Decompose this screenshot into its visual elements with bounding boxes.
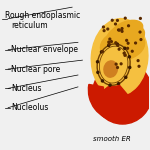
Text: reticulum: reticulum — [11, 21, 48, 30]
Circle shape — [137, 60, 139, 61]
Circle shape — [102, 51, 103, 52]
Circle shape — [109, 38, 111, 40]
Circle shape — [97, 71, 99, 73]
Circle shape — [108, 44, 110, 46]
Circle shape — [103, 26, 104, 28]
Circle shape — [103, 30, 105, 32]
Circle shape — [111, 41, 112, 42]
Circle shape — [108, 41, 110, 43]
Circle shape — [118, 48, 120, 50]
Circle shape — [127, 42, 129, 44]
Circle shape — [138, 65, 140, 67]
Ellipse shape — [111, 20, 143, 40]
Circle shape — [116, 43, 118, 45]
Circle shape — [139, 31, 141, 33]
Circle shape — [96, 61, 99, 63]
Circle shape — [125, 76, 127, 78]
Ellipse shape — [104, 61, 117, 77]
Wedge shape — [88, 84, 150, 121]
Circle shape — [107, 28, 109, 30]
Circle shape — [115, 23, 116, 25]
Circle shape — [127, 47, 129, 49]
Text: Nucleus: Nucleus — [11, 84, 42, 93]
Ellipse shape — [97, 44, 130, 85]
Circle shape — [117, 83, 120, 85]
Circle shape — [120, 63, 122, 65]
Circle shape — [100, 51, 103, 53]
Circle shape — [140, 39, 142, 41]
Circle shape — [124, 17, 126, 19]
Circle shape — [126, 39, 127, 41]
Circle shape — [131, 50, 133, 52]
Text: Nucleolus: Nucleolus — [11, 103, 48, 112]
Ellipse shape — [91, 19, 148, 96]
Circle shape — [115, 63, 117, 65]
Text: smooth ER: smooth ER — [93, 136, 131, 142]
Circle shape — [101, 80, 103, 82]
Circle shape — [140, 18, 141, 19]
Circle shape — [128, 56, 130, 58]
Circle shape — [109, 84, 111, 86]
Circle shape — [121, 28, 123, 29]
Ellipse shape — [107, 24, 144, 49]
Circle shape — [115, 42, 117, 44]
Circle shape — [117, 67, 118, 68]
Ellipse shape — [100, 30, 145, 60]
Circle shape — [117, 45, 119, 46]
Circle shape — [118, 29, 120, 31]
Circle shape — [135, 42, 137, 44]
Ellipse shape — [93, 62, 150, 124]
Circle shape — [128, 25, 129, 27]
Circle shape — [124, 54, 126, 56]
Circle shape — [123, 52, 125, 54]
Circle shape — [118, 29, 119, 31]
Text: Nuclear envelope: Nuclear envelope — [11, 45, 78, 54]
Ellipse shape — [101, 86, 117, 109]
Circle shape — [124, 47, 126, 49]
Wedge shape — [92, 85, 138, 114]
Circle shape — [129, 66, 131, 69]
Text: Nuclear pore: Nuclear pore — [11, 64, 60, 74]
Circle shape — [111, 19, 113, 21]
Circle shape — [117, 20, 118, 21]
Text: Rough endoplasmic: Rough endoplasmic — [5, 11, 80, 20]
Circle shape — [108, 43, 110, 45]
Circle shape — [121, 30, 123, 32]
